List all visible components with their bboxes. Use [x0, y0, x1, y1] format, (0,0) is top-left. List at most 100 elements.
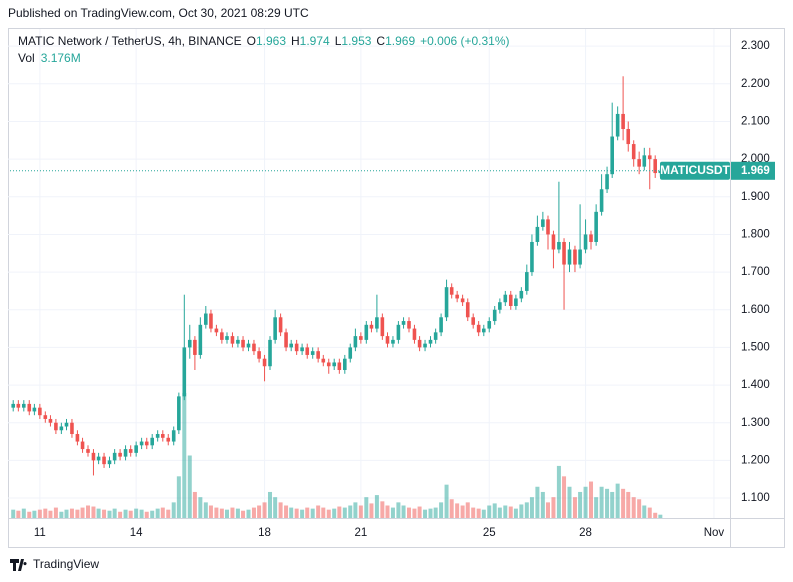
- candle-body: [193, 339, 197, 355]
- volume-bar: [37, 509, 42, 518]
- volume-bar: [257, 505, 262, 518]
- candle-body: [417, 339, 422, 348]
- y-tick-label: 2.200: [741, 78, 770, 90]
- candle-body: [407, 321, 411, 329]
- candle-body: [396, 324, 401, 340]
- candle-body: [364, 324, 369, 340]
- volume-bar: [166, 509, 171, 518]
- candle-body: [610, 136, 614, 175]
- volume-bar: [11, 509, 16, 518]
- candle-body: [150, 437, 155, 446]
- x-tick-label: 21: [354, 527, 367, 539]
- volume-bar: [390, 507, 395, 518]
- y-tick-label: 1.600: [741, 304, 770, 316]
- volume-bar: [513, 508, 518, 518]
- volume-bar: [374, 495, 379, 518]
- volume-bar: [433, 507, 438, 518]
- candle-body: [519, 290, 524, 299]
- candle-body: [273, 317, 277, 340]
- volume-bar: [401, 505, 406, 518]
- published-note: Published on TradingView.com, Oct 30, 20…: [8, 6, 309, 20]
- volume-bar: [294, 508, 299, 518]
- volume-bar: [332, 508, 337, 518]
- volume-bar: [385, 505, 390, 518]
- volume-bar: [262, 502, 267, 518]
- volume-bar: [192, 491, 197, 518]
- candle-body: [321, 358, 326, 363]
- candle-body: [631, 144, 636, 160]
- ohlc-value: 1.953: [341, 34, 371, 48]
- volume-bar: [545, 502, 550, 518]
- candle-body: [284, 332, 288, 348]
- y-tick-label: 1.300: [741, 417, 770, 429]
- volume-bar: [364, 497, 369, 518]
- volume-bar: [241, 510, 246, 518]
- candle-body: [535, 226, 540, 242]
- volume-bar: [75, 509, 80, 518]
- volume-bar: [268, 491, 273, 518]
- candle-body: [578, 249, 582, 265]
- volume-bar: [610, 491, 615, 518]
- volume-bar: [230, 507, 235, 518]
- volume-bar: [43, 508, 48, 518]
- candle-body: [27, 403, 32, 412]
- volume-bar: [551, 497, 556, 518]
- candle-body: [647, 155, 652, 160]
- volume-bar: [578, 491, 583, 518]
- candle-body: [465, 302, 470, 318]
- volume-label: Vol: [18, 51, 35, 65]
- candle-body: [530, 241, 534, 273]
- legend: MATIC Network / TetherUS, 4h, BINANCE O1.…: [18, 34, 510, 65]
- x-tick-label: Nov: [704, 527, 725, 539]
- x-tick-label: 28: [579, 527, 592, 539]
- candle-body: [230, 336, 235, 344]
- candle-body: [268, 339, 272, 367]
- volume-bar: [647, 507, 652, 518]
- volume-legend: Vol 3.176M: [18, 51, 81, 65]
- candle-body: [353, 336, 358, 348]
- candle-body: [160, 434, 165, 438]
- volume-bar: [321, 507, 326, 518]
- candle-body: [401, 321, 406, 325]
- candle-body: [96, 456, 101, 461]
- y-tick-label: 1.100: [741, 492, 770, 504]
- volume-bars: [11, 393, 663, 518]
- brand-logo: [10, 559, 27, 571]
- volume-bar: [235, 508, 240, 518]
- y-tick-label: 1.200: [741, 454, 770, 466]
- ohlc-value: 1.969: [385, 34, 415, 48]
- x-tick-label: 11: [34, 527, 46, 539]
- y-tick-label: 1.900: [741, 191, 770, 203]
- candle-body: [642, 155, 647, 167]
- volume-bar: [481, 509, 486, 518]
- volume-bar: [653, 512, 658, 518]
- candle-body: [449, 287, 454, 295]
- candle-body: [107, 460, 112, 465]
- candle-body: [385, 336, 390, 344]
- candle-body: [525, 272, 529, 291]
- volume-bar: [139, 509, 144, 518]
- candle-body: [423, 343, 427, 348]
- candle-body: [375, 317, 379, 329]
- volume-bar: [96, 508, 101, 518]
- candle-body: [246, 343, 251, 348]
- candle-body: [562, 241, 566, 265]
- volume-bar: [449, 499, 454, 518]
- volume-bar: [224, 509, 229, 518]
- candle-body: [653, 159, 658, 174]
- volume-bar: [214, 507, 219, 518]
- y-tick-label: 2.300: [741, 40, 770, 52]
- volume-bar: [540, 491, 545, 518]
- x-tick-label: 14: [130, 527, 143, 539]
- volume-bar: [471, 507, 476, 518]
- volume-bar: [572, 497, 577, 518]
- volume-bar: [348, 505, 353, 518]
- candle-body: [54, 422, 58, 431]
- candle-body: [252, 343, 256, 352]
- volume-bar: [439, 502, 444, 518]
- volume-bar: [112, 508, 117, 518]
- candle-body: [128, 449, 133, 453]
- candle-body: [412, 328, 417, 340]
